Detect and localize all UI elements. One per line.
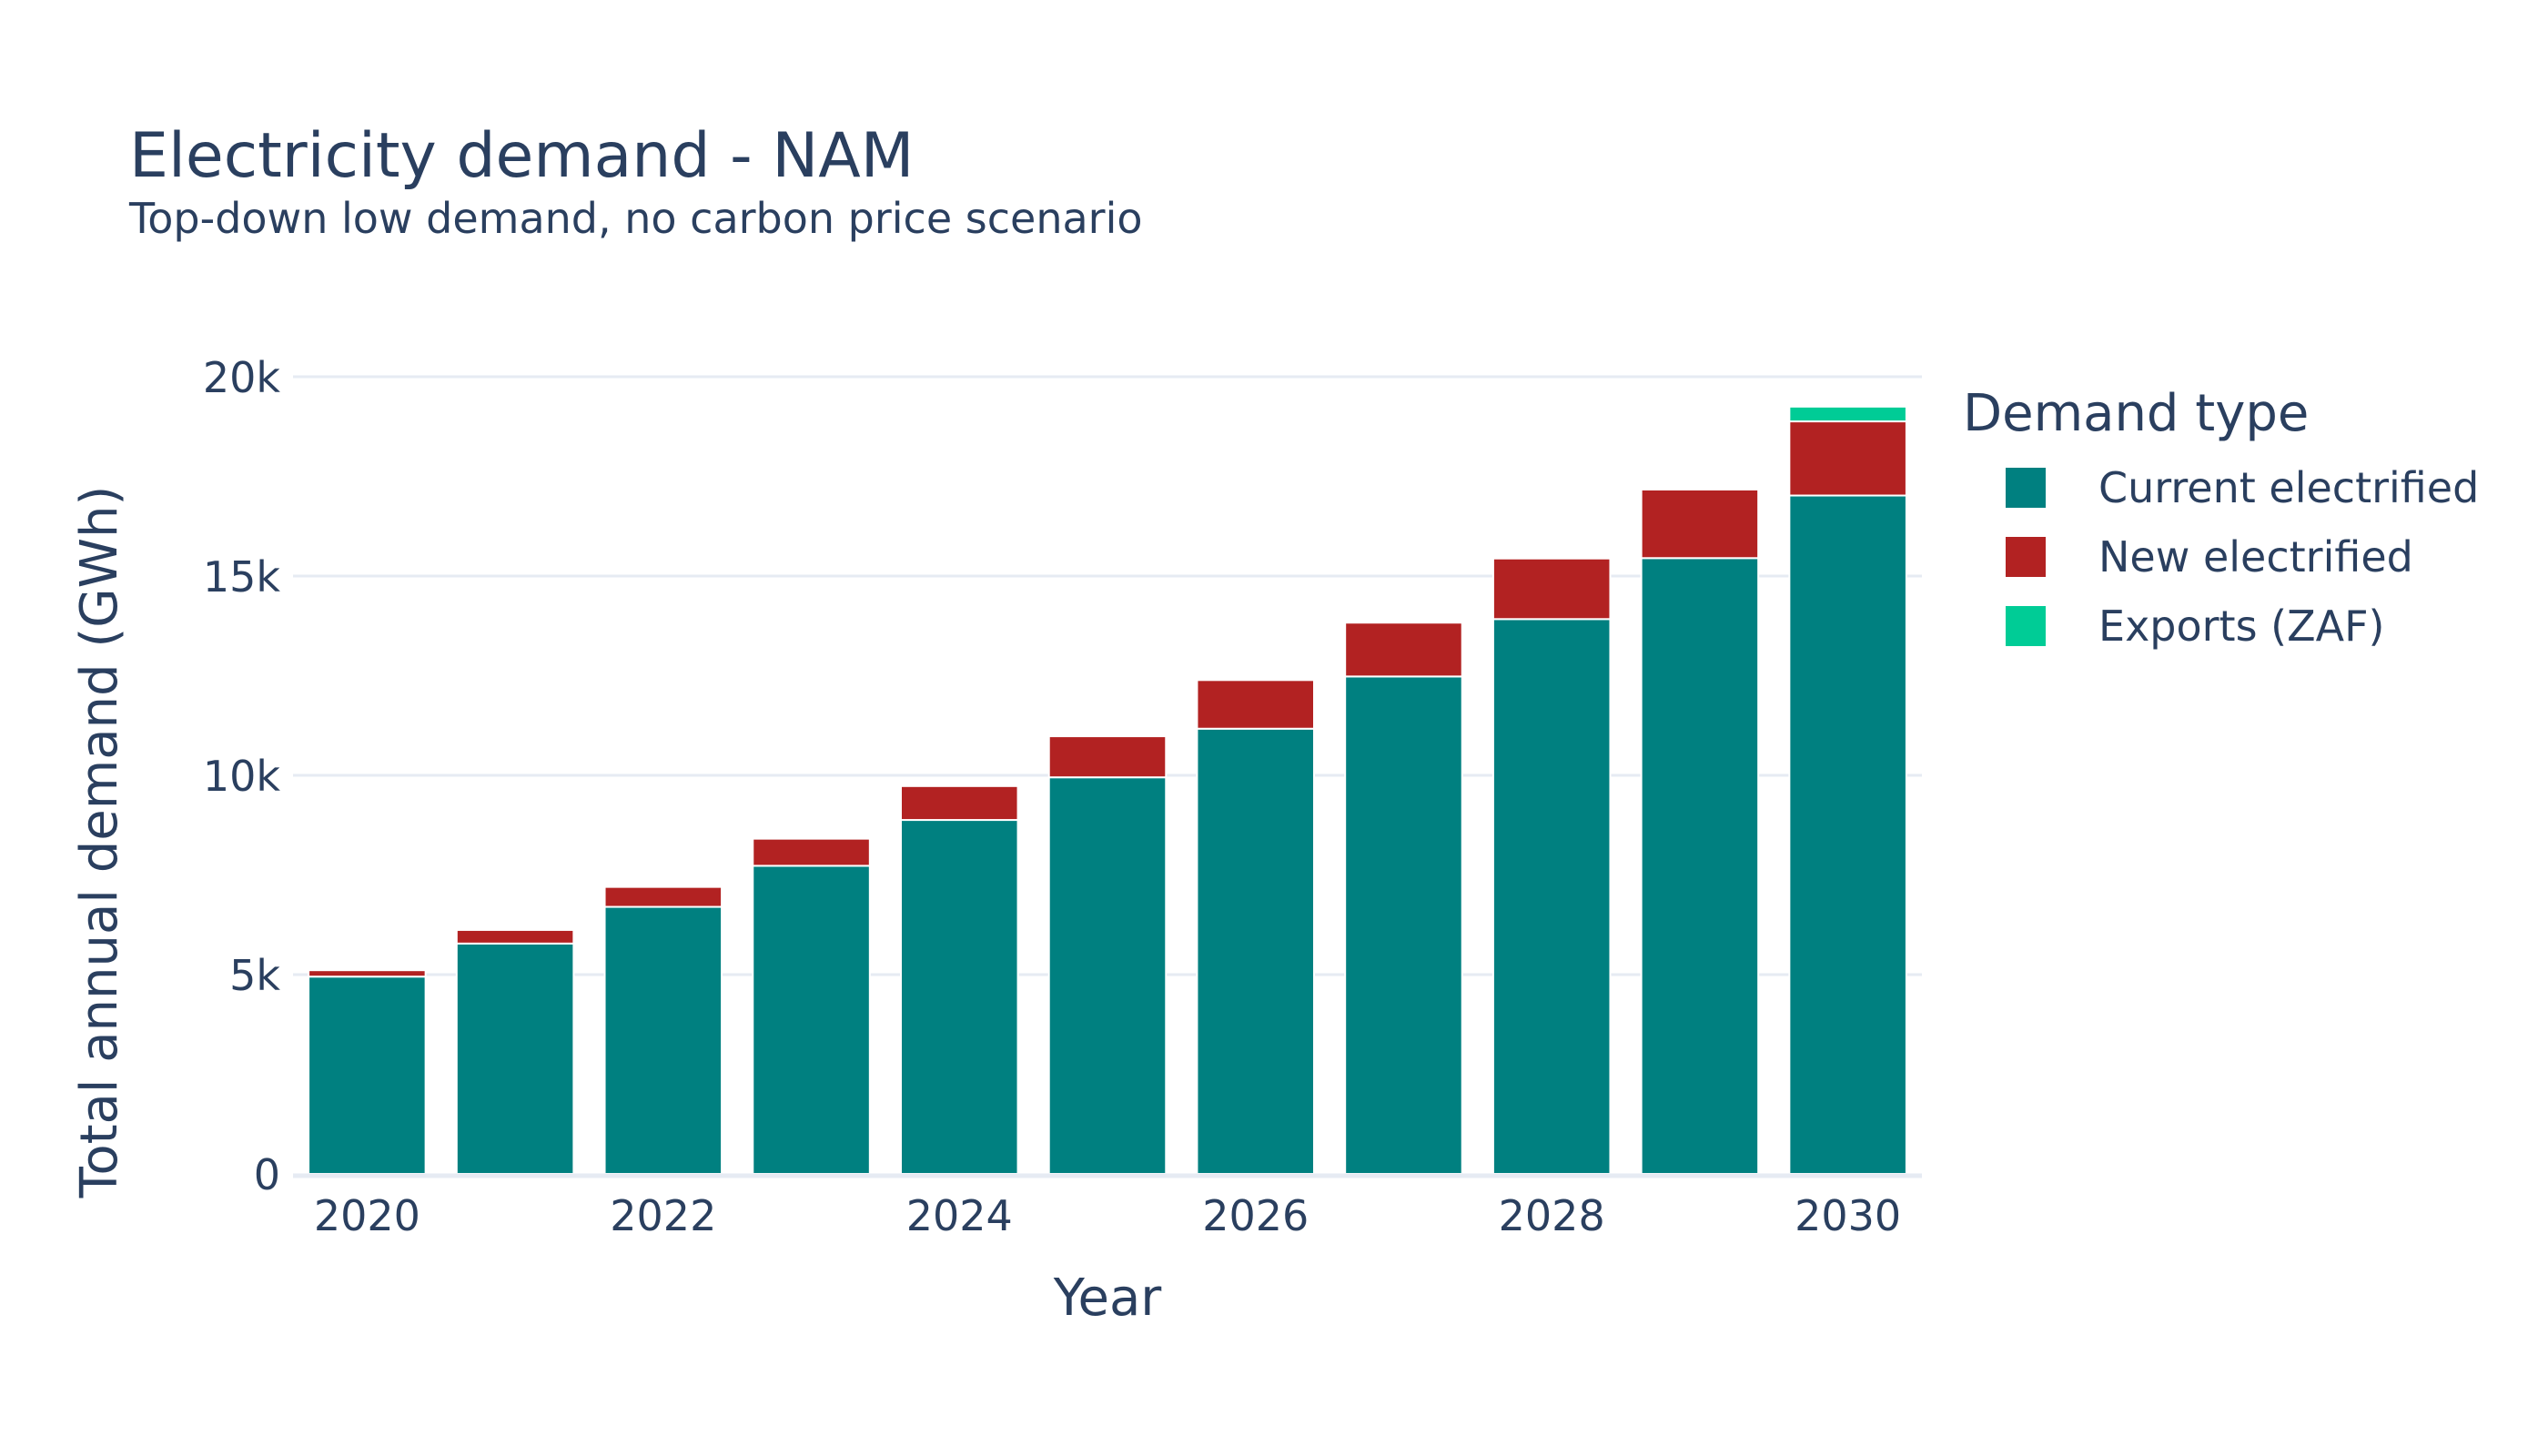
x-axis-title: Year xyxy=(1053,1269,1163,1328)
legend: Demand type Current electrified New elect… xyxy=(1963,384,2479,651)
x-tick-label: 2026 xyxy=(1202,1191,1309,1240)
legend-title: Demand type xyxy=(1963,384,2309,443)
bar-segment xyxy=(1491,557,1612,621)
chart-subtitle: Top-down low demand, no carbon price sce… xyxy=(128,194,1143,243)
bar-segment xyxy=(1196,727,1316,1176)
y-axis-ticks: 0 5k 10k 15k 20k xyxy=(203,353,281,1199)
bar-segment xyxy=(752,864,871,1176)
y-tick-label: 5k xyxy=(229,951,280,1000)
bar-segment xyxy=(1640,557,1760,1175)
bar-segment xyxy=(1788,420,1907,497)
chart-title: Electricity demand - NAM xyxy=(129,120,914,192)
y-tick-label: 10k xyxy=(203,752,281,801)
bar-segment xyxy=(1788,405,1907,423)
bar-segment xyxy=(752,837,871,867)
bar-segment xyxy=(1344,675,1463,1175)
bar-segment xyxy=(1196,679,1316,730)
bar-segment xyxy=(455,928,575,945)
bar-segment xyxy=(603,885,723,908)
bar-segment xyxy=(308,976,427,1175)
legend-label: Exports (ZAF) xyxy=(2098,602,2385,651)
y-axis-title: Total annual demand (GWh) xyxy=(70,486,129,1199)
bar-segment xyxy=(1047,776,1168,1175)
bar-segment xyxy=(899,819,1019,1176)
x-tick-label: 2028 xyxy=(1499,1191,1605,1240)
bar-segment xyxy=(899,784,1019,822)
legend-swatch xyxy=(2006,537,2046,577)
bar-segment xyxy=(1640,488,1760,560)
y-tick-label: 0 xyxy=(254,1150,280,1199)
bar-segment xyxy=(1788,494,1907,1175)
bar-segment xyxy=(603,905,723,1175)
x-tick-label: 2020 xyxy=(314,1191,420,1240)
legend-label: New electrified xyxy=(2098,532,2413,581)
x-tick-label: 2022 xyxy=(610,1191,716,1240)
bar-segment xyxy=(455,942,575,1176)
x-tick-label: 2030 xyxy=(1795,1191,1901,1240)
x-axis-ticks: 2020 2022 2024 2026 2028 2030 xyxy=(314,1191,1901,1240)
bar-segment xyxy=(1047,735,1168,779)
bars xyxy=(293,405,1922,1178)
x-tick-label: 2024 xyxy=(906,1191,1013,1240)
bar-segment xyxy=(1491,618,1612,1175)
y-tick-label: 15k xyxy=(203,552,281,602)
legend-label: Current electrified xyxy=(2098,463,2479,512)
y-tick-label: 20k xyxy=(203,353,281,402)
legend-swatch xyxy=(2006,468,2046,508)
bar-segment xyxy=(1344,622,1463,678)
bar-segment xyxy=(308,969,427,978)
legend-swatch xyxy=(2006,606,2046,646)
